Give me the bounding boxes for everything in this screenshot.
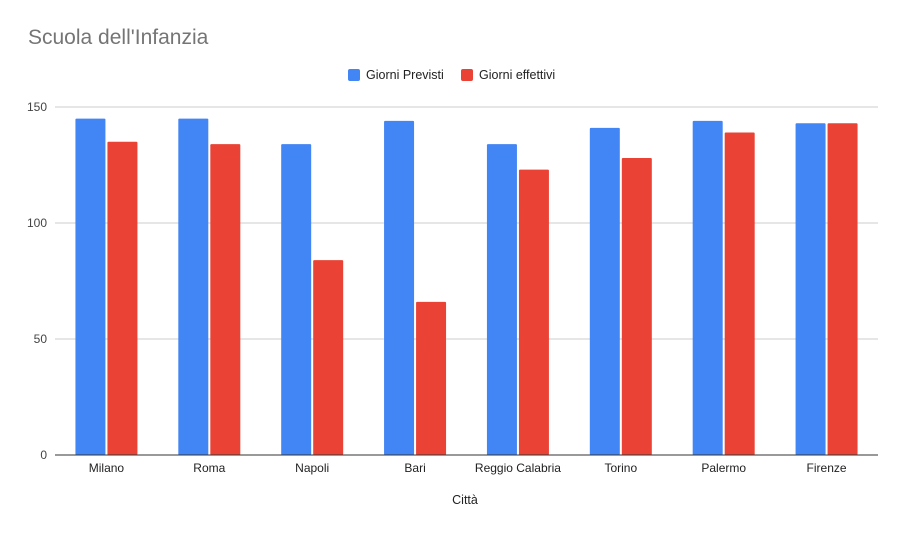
bar-giorni-effettivi[interactable] xyxy=(416,301,447,455)
bar-giorni-previsti[interactable] xyxy=(281,144,312,455)
x-tick-label: Reggio Calabria xyxy=(475,461,561,475)
bar-giorni-effettivi[interactable] xyxy=(518,169,549,455)
bar-giorni-previsti[interactable] xyxy=(486,144,517,455)
legend-swatch-series-2 xyxy=(461,69,473,81)
chart-title: Scuola dell'Infanzia xyxy=(28,26,209,49)
y-tick-label: 50 xyxy=(34,332,48,346)
x-tick-label: Roma xyxy=(193,461,225,475)
bar-giorni-previsti[interactable] xyxy=(692,120,723,456)
bar-giorni-effettivi[interactable] xyxy=(107,141,138,456)
x-tick-label: Milano xyxy=(89,461,125,475)
legend-item-series-1[interactable]: Giorni Previsti xyxy=(348,66,444,84)
x-axis-title: Città xyxy=(452,493,478,507)
bar-giorni-previsti[interactable] xyxy=(75,118,106,455)
bar-giorni-effettivi[interactable] xyxy=(621,158,652,456)
legend-label-series-1: Giorni Previsti xyxy=(366,68,444,82)
x-tick-label: Palermo xyxy=(701,461,746,475)
y-tick-label: 100 xyxy=(27,216,47,230)
x-tick-label: Torino xyxy=(604,461,637,475)
bar-giorni-previsti[interactable] xyxy=(589,127,620,455)
y-tick-label: 0 xyxy=(40,448,47,462)
legend-swatch-series-1 xyxy=(348,69,360,81)
bar-giorni-effettivi[interactable] xyxy=(724,132,755,455)
bar-giorni-effettivi[interactable] xyxy=(313,260,344,455)
x-tick-label: Napoli xyxy=(295,461,329,475)
bar-giorni-previsti[interactable] xyxy=(178,118,209,455)
y-tick-label: 150 xyxy=(27,100,47,114)
x-tick-label: Bari xyxy=(404,461,425,475)
bar-giorni-previsti[interactable] xyxy=(795,123,826,456)
legend: Giorni Previsti Giorni effettivi xyxy=(0,66,904,86)
bar-giorni-effettivi[interactable] xyxy=(210,144,241,455)
legend-label-series-2: Giorni effettivi xyxy=(479,68,556,82)
bar-giorni-effettivi[interactable] xyxy=(827,123,858,456)
x-tick-label: Firenze xyxy=(807,461,847,475)
bar-giorni-previsti[interactable] xyxy=(384,120,415,456)
legend-item-series-2[interactable]: Giorni effettivi xyxy=(461,66,555,84)
